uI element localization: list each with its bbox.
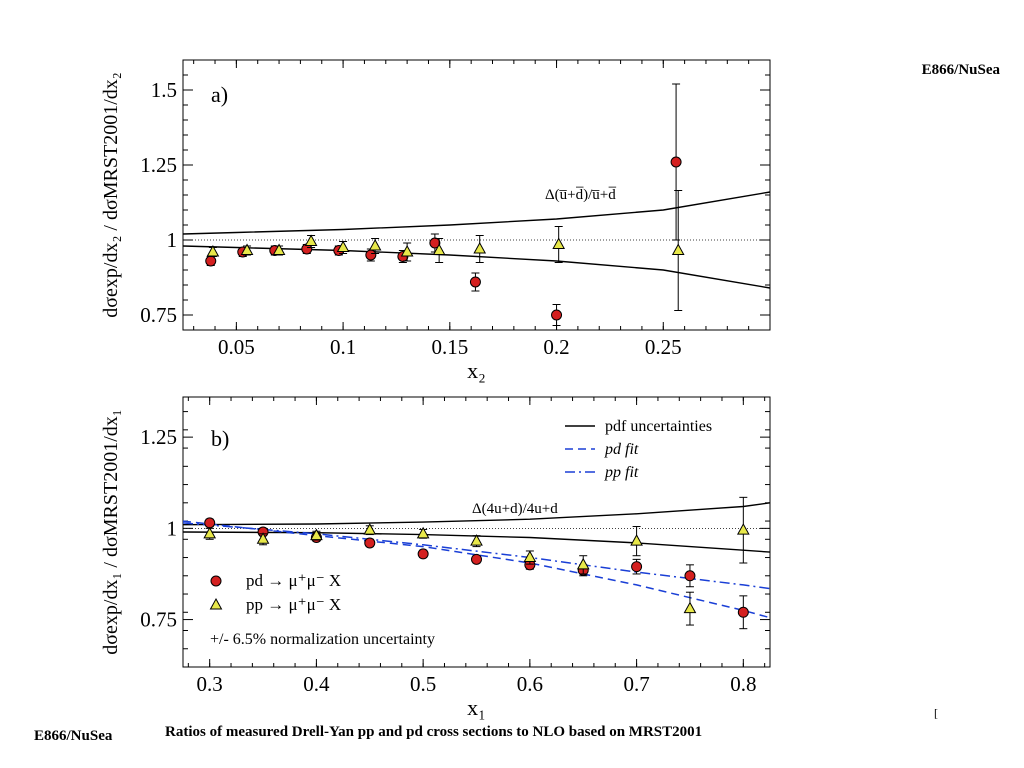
- x-tick-label: 0.8: [730, 672, 756, 696]
- x-tick-label: 0.7: [623, 672, 649, 696]
- y-axis-title-group: dσexp/dx₂ / dσMRST2001/dx₂: [100, 72, 122, 318]
- curve-label: Δ(4u+d)/4u+d: [472, 501, 558, 517]
- pd-data-point: [364, 537, 376, 549]
- x-axis-title: x₁: [467, 695, 486, 720]
- x-axis-title: x₂: [467, 358, 486, 383]
- marker-legend-label: pp → μ⁺μ⁻ X: [246, 595, 341, 614]
- pp-data-point: [473, 241, 487, 254]
- pp-data-point: [400, 244, 414, 257]
- pp-data-point: [256, 532, 270, 544]
- y-tick-label: 1.25: [140, 153, 177, 177]
- pd-data-point: [469, 276, 481, 288]
- pp-data-point: [470, 534, 483, 546]
- experiment-label-top: E866/NuSea: [921, 62, 1000, 78]
- pp-data-point: [736, 523, 750, 535]
- legend-label: pdf uncertainties: [605, 418, 712, 435]
- x-tick-label: 0.2: [543, 335, 569, 359]
- curve-label: Δ(u̅+d̅)/u̅+d̅: [545, 187, 616, 203]
- pdf-uncertainty-lower-curve: [182, 245, 771, 289]
- plot-frame: [182, 59, 771, 331]
- pp-data-point: [363, 523, 377, 535]
- pp-data-point: [368, 238, 382, 251]
- x-tick-label: 0.6: [517, 672, 543, 696]
- pp-data-point: [432, 243, 446, 255]
- y-tick-label: 1.25: [140, 425, 177, 449]
- x-tick-label: 0.1: [330, 335, 356, 359]
- y-tick-label: 1: [167, 228, 178, 252]
- pp-data-point: [552, 237, 566, 249]
- pd-data-point: [417, 548, 429, 560]
- x-tick-label: 0.05: [218, 335, 255, 359]
- figure-caption: Ratios of measured Drell-Yan pp and pd c…: [165, 724, 703, 740]
- panel-label: b): [211, 426, 229, 451]
- pp-data-point: [304, 234, 318, 246]
- pd-data-point: [631, 561, 643, 573]
- y-axis-title: dσexp/dx₁ / dσMRST2001/dx₁: [100, 409, 122, 655]
- y-axis-title: dσexp/dx₂ / dσMRST2001/dx₂: [100, 72, 122, 318]
- pp-data-point: [310, 528, 323, 541]
- pp-data-point: [206, 244, 220, 257]
- legend-marker: [209, 597, 223, 610]
- experiment-label-bottom: E866/NuSea: [34, 728, 113, 744]
- pd-data-point: [205, 255, 217, 267]
- y-tick-label: 0.75: [140, 303, 177, 327]
- legend-marker: [210, 575, 222, 587]
- pd-data-point: [365, 249, 377, 261]
- pp-data-point: [416, 526, 430, 539]
- x-tick-label: 0.15: [431, 335, 468, 359]
- normalization-note: +/- 6.5% normalization uncertainty: [210, 631, 435, 648]
- pd-data-point: [429, 237, 441, 249]
- marker-legend-label: pd → μ⁺μ⁻ X: [246, 571, 341, 590]
- y-tick-label: 0.75: [140, 608, 177, 632]
- pd-data-point: [551, 309, 563, 321]
- pp-data-point: [523, 550, 537, 563]
- pp-data-point: [671, 243, 685, 255]
- pd-data-point: [471, 553, 482, 565]
- pd-data-point: [737, 606, 749, 618]
- x-tick-label: 0.5: [410, 672, 436, 696]
- x-tick-label: 0.3: [197, 672, 223, 696]
- y-tick-label: 1.5: [151, 78, 177, 102]
- pp-data-point: [272, 243, 286, 255]
- x-tick-label: 0.25: [645, 335, 682, 359]
- legend-label: pp fit: [604, 464, 639, 481]
- pd-data-point: [670, 156, 682, 168]
- legend-label: pd fit: [604, 441, 639, 458]
- pdf-uncertainty-upper-curve: [182, 191, 771, 235]
- pp-data-point: [630, 534, 643, 546]
- x-tick-label: 0.4: [303, 672, 330, 696]
- y-tick-label: 1: [167, 516, 178, 540]
- y-axis-title-group: dσexp/dx₁ / dσMRST2001/dx₁: [100, 409, 122, 655]
- pp-data-point: [576, 557, 590, 570]
- pp-data-point: [203, 526, 217, 539]
- panel-label: a): [211, 82, 228, 107]
- pp-data-point: [240, 243, 254, 255]
- pd-data-point: [204, 517, 216, 529]
- pp-data-point: [683, 601, 697, 614]
- pp-data-point: [336, 240, 350, 252]
- pd-data-point: [684, 570, 696, 582]
- corner-mark: [: [934, 706, 938, 720]
